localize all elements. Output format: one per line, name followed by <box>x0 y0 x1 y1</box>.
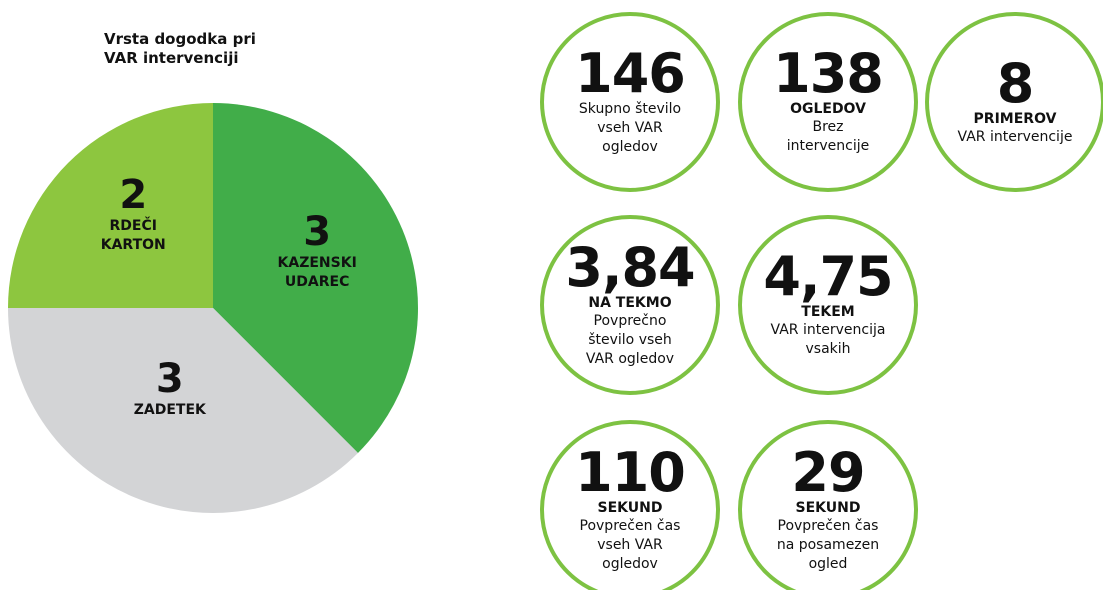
stat-number: 29 <box>791 440 865 504</box>
slice-value: 2 <box>119 172 148 219</box>
stat-unit: TEKEM <box>801 304 855 320</box>
stat-circle: 110 SEKUND Povprečen čas vseh VAR ogledov <box>540 420 720 590</box>
stat-circle: 3,84 NA TEKMO Povprečno število vseh VAR o… <box>540 215 720 395</box>
stat-unit: SEKUND <box>795 499 861 516</box>
slice-value: 3 <box>155 356 184 403</box>
stat-circle: 4,75 TEKEM VAR intervencija vsakih <box>738 215 918 395</box>
pie-chart <box>7 103 418 514</box>
stat-description: Povprečen čas vseh VAR ogledov <box>579 517 681 572</box>
stat-unit: NA TEKMO <box>588 294 672 311</box>
stat-description: Povprečno število vseh VAR ogledov <box>585 312 675 367</box>
slice-category: KAZENSKI UDAREC <box>277 254 357 290</box>
stat-number: 3,84 <box>565 235 695 299</box>
slice-label: 3 ZADETEK <box>115 357 225 420</box>
stat-unit: OGLEDOV <box>790 101 866 117</box>
stat-description: Brez intervencije <box>786 119 870 154</box>
chart-title: Vrsta dogodka pri VAR intervenciji <box>104 30 256 67</box>
slice-value: 3 <box>303 208 332 255</box>
pie-slice <box>213 103 418 453</box>
slice-label: 3 KAZENSKI UDAREC <box>262 210 372 292</box>
stat-description: VAR intervencija vsakih <box>770 322 886 357</box>
slice-category: RDEČI KARTON <box>100 218 166 254</box>
stat-number: 146 <box>575 41 686 105</box>
stat-circle: 29 SEKUND Povprečen čas na posamezen ogled <box>738 420 918 590</box>
pie-slice <box>7 308 358 514</box>
stat-description: VAR intervencije <box>957 128 1073 145</box>
pie-slice <box>8 103 213 308</box>
stat-number: 8 <box>996 51 1035 115</box>
stat-number: 110 <box>575 440 686 504</box>
stat-number: 138 <box>773 42 884 105</box>
stat-circle: 146 Skupno število vseh VAR ogledov <box>540 12 720 192</box>
stat-number: 4,75 <box>763 245 893 308</box>
stat-unit: PRIMEROV <box>973 110 1057 127</box>
stat-circle: 8 PRIMEROV VAR intervencije <box>925 12 1103 192</box>
slice-category: ZADETEK <box>133 402 206 419</box>
stat-circle: 138 OGLEDOV Brez intervencije <box>738 12 918 192</box>
stat-description: Povprečen čas na posamezen ogled <box>776 517 880 572</box>
stat-unit: SEKUND <box>597 499 663 516</box>
stat-description: Skupno število vseh VAR ogledov <box>578 100 682 155</box>
slice-label: 2 RDEČI KARTON <box>78 173 188 255</box>
